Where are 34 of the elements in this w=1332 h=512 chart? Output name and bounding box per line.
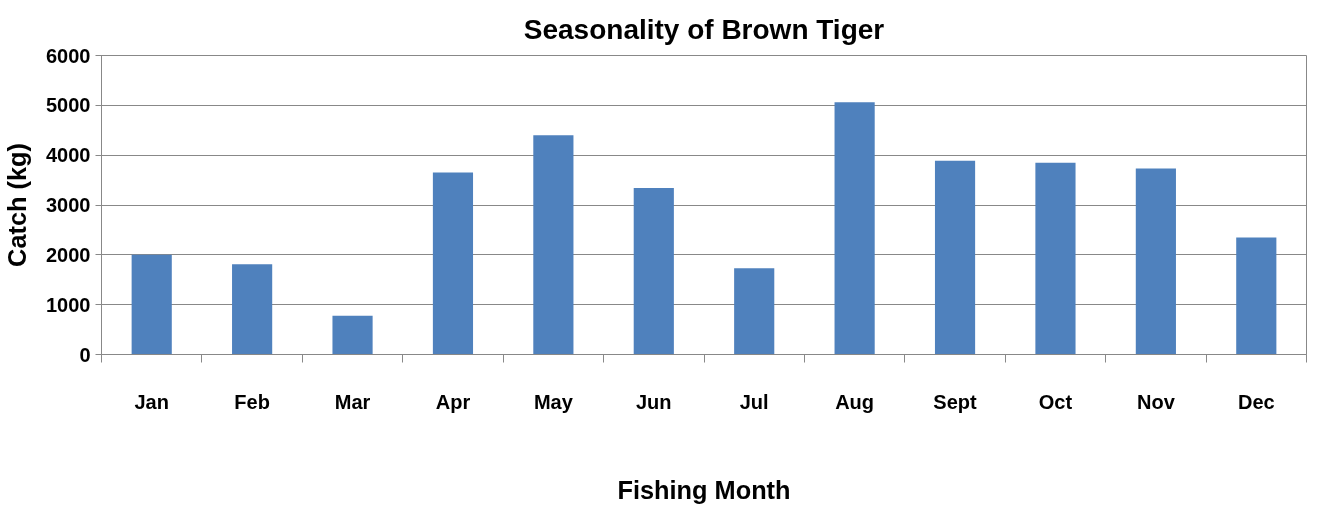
y-tick-label: 1000 (46, 293, 91, 316)
y-tick-label: 4000 (46, 144, 91, 167)
x-tick-label: Sept (933, 390, 978, 413)
bar (834, 102, 875, 355)
y-axis-title: Catch (kg) (3, 143, 32, 267)
x-tick-label: Nov (1136, 390, 1176, 413)
bar (934, 160, 976, 355)
x-axis-title: Fishing Month (617, 475, 791, 504)
bar (533, 135, 574, 355)
bar (232, 264, 273, 355)
bar (1236, 237, 1277, 355)
y-tick-label: 0 (79, 343, 91, 366)
x-tick-label: Dec (1237, 390, 1275, 413)
bar (332, 315, 373, 355)
bar (1135, 168, 1176, 355)
chart-title: Seasonality of Brown Tiger (523, 13, 885, 45)
bar (734, 268, 775, 355)
x-tick-label: Oct (1038, 390, 1073, 413)
x-tick-label: Mar (334, 390, 371, 413)
x-tick-label: Apr (435, 390, 471, 413)
x-tick-label: Feb (234, 390, 270, 413)
bar (131, 254, 172, 355)
x-tick-label: May (533, 390, 574, 413)
y-tick-label: 6000 (46, 44, 91, 67)
x-tick-label: Jul (739, 390, 769, 413)
y-tick-label: 3000 (46, 194, 91, 216)
bar (1035, 162, 1076, 355)
x-tick-label: Jan (134, 390, 169, 413)
y-tick-label: 2000 (46, 243, 91, 266)
y-tick-label: 5000 (46, 94, 91, 117)
x-tick-label: Jun (636, 390, 672, 413)
bar (633, 188, 674, 355)
x-tick-label: Aug (835, 390, 875, 413)
bar (432, 172, 474, 355)
